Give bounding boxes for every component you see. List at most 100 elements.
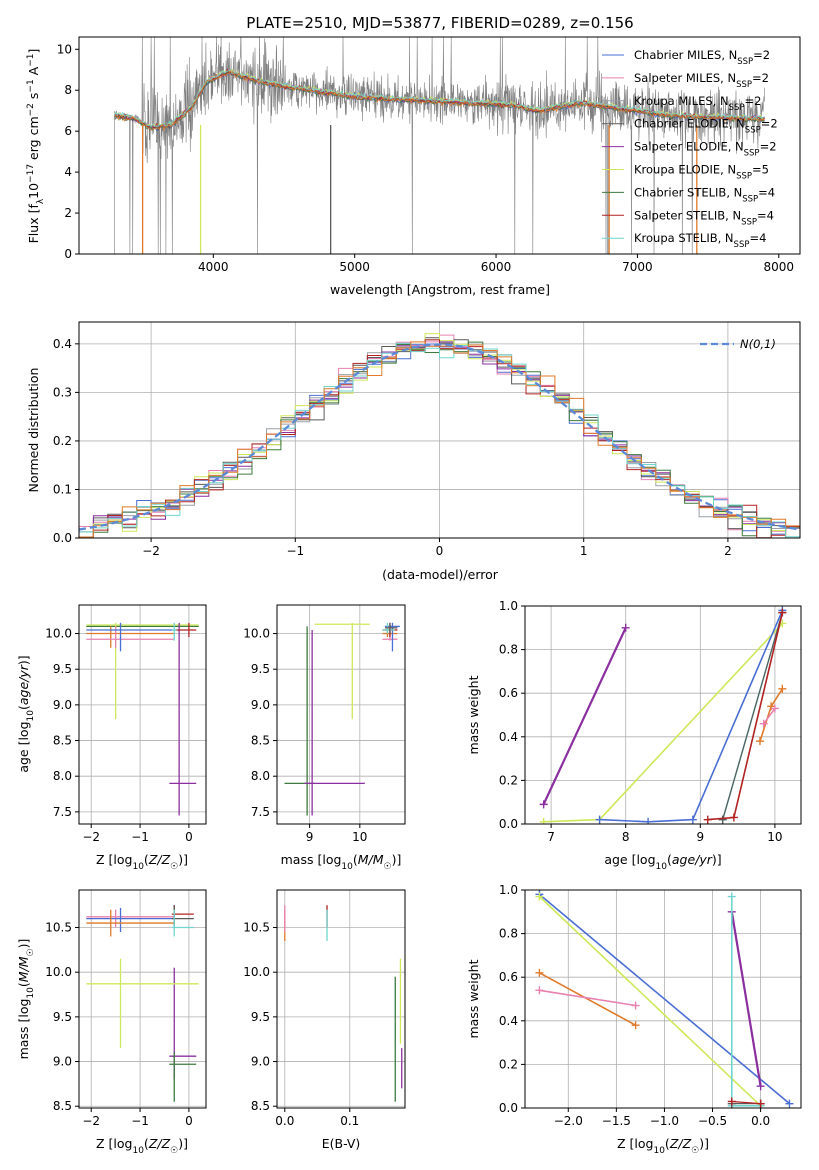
- x-tick-label: −2.0: [554, 1114, 583, 1128]
- x-tick-label: 0.1: [340, 1114, 359, 1128]
- x-tick-label: 1: [580, 544, 588, 558]
- weight-marker: [727, 1097, 736, 1106]
- x-tick-label: −0.5: [698, 1114, 727, 1128]
- weight-marker: [539, 817, 548, 824]
- y-tick-label: 10.0: [45, 627, 72, 641]
- y-tick-label: 10.0: [243, 627, 270, 641]
- plot-area: [86, 622, 199, 816]
- weight-Z-panel: −2.0 −1.5 −1.0 −0.5 0.0 0.0 0.2 0.4 0.6 0.8 1.0: [499, 883, 802, 1128]
- x-axis-label: E(B-V): [322, 1136, 361, 1151]
- x-tick-label: 9: [696, 830, 704, 844]
- axes-frame: [78, 889, 207, 1109]
- age-mass-panel: 9 10 7.5 8.0 8.5 9.0 9.5 10.0: [243, 604, 406, 844]
- axes-frame: [78, 36, 801, 255]
- y-tick-label: 9.0: [53, 698, 72, 712]
- weight-line: [731, 1100, 761, 1105]
- weight-age-panel: 7 8 9 10 0.0 0.2 0.4 0.6 0.8 1.0: [499, 599, 802, 844]
- x-tick-label: 4000: [198, 260, 229, 274]
- weight-line: [539, 989, 636, 1007]
- y-tick-label: 0.4: [499, 1014, 518, 1028]
- legend-label: Chabrier STELIB, NSSP=4: [634, 185, 775, 204]
- axes-frame: [78, 604, 207, 825]
- x-tick-label: −1: [286, 544, 304, 558]
- y-tick-label: 8.5: [251, 1099, 270, 1113]
- y-tick-label: 9.5: [251, 1010, 270, 1024]
- y-tick-label: 0.4: [499, 730, 518, 744]
- y-tick-label: 9.5: [53, 1010, 72, 1024]
- axes-frame: [276, 604, 406, 825]
- weight-marker: [718, 815, 727, 824]
- weight-marker: [756, 1099, 765, 1108]
- y-tick-label: 0.1: [53, 482, 72, 496]
- y-tick-label: 8.5: [53, 1099, 72, 1113]
- weight-marker: [770, 704, 779, 713]
- x-axis-label: mass [log10(M/M☉)]: [281, 852, 402, 872]
- legend-label: Chabrier ELODIE, NSSP=2: [634, 117, 778, 136]
- y-tick-label: 0: [64, 247, 72, 261]
- y-tick-label: 1.0: [499, 883, 518, 897]
- mass-EBV-panel: 0.0 0.1 8.5 9.0 9.5 10.0 10.5: [243, 889, 406, 1128]
- y-axis-label: mass weight: [466, 675, 481, 754]
- y-tick-label: 7.5: [251, 805, 270, 819]
- weight-marker: [785, 1099, 794, 1108]
- weight-marker: [703, 815, 712, 824]
- x-axis-label: Z [log10(Z/Z☉)]: [96, 1136, 188, 1156]
- weight-marker: [631, 1001, 640, 1010]
- y-axis-label: Flux [fλ10−17 erg cm−2 s−1 A−1]: [26, 49, 46, 244]
- y-tick-label: 2: [64, 206, 72, 220]
- axes-frame: [276, 889, 406, 1109]
- x-tick-label: 10: [767, 830, 782, 844]
- weight-marker: [631, 1021, 640, 1030]
- weight-marker: [595, 815, 604, 824]
- y-tick-label: 10: [57, 42, 72, 56]
- spectrum-panel: 4000 5000 6000 7000 8000 0 2 4 6 8 10: [57, 36, 801, 274]
- y-tick-label: 0.0: [499, 817, 518, 831]
- legend-label: Kroupa ELODIE, NSSP=5: [634, 163, 769, 182]
- residual-histogram: [79, 342, 800, 538]
- x-tick-label: 0.0: [275, 1114, 294, 1128]
- x-tick-label: −1: [131, 1114, 149, 1128]
- y-tick-label: 0.8: [499, 643, 518, 657]
- x-tick-label: 0: [185, 830, 193, 844]
- x-axis-label: (data-model)/error: [382, 567, 499, 582]
- y-tick-label: 9.5: [53, 662, 72, 676]
- plot-area: [79, 333, 800, 538]
- x-tick-label: 2: [724, 544, 732, 558]
- x-tick-label: 0: [436, 544, 444, 558]
- spectrum-legend: Chabrier MILES, NSSP=2 Salpeter MILES, NS…: [602, 48, 778, 250]
- y-tick-label: 10.5: [45, 921, 72, 935]
- y-tick-label: 9.0: [251, 698, 270, 712]
- plot-area: [284, 905, 403, 1102]
- spectrum-model-line: [113, 70, 765, 132]
- weight-marker: [778, 608, 787, 617]
- plot-area: [86, 905, 199, 1102]
- x-tick-label: 8000: [764, 260, 795, 274]
- weight-line: [539, 972, 636, 1026]
- weight-marker: [539, 800, 548, 809]
- weight-marker: [759, 719, 768, 728]
- weight-line: [763, 708, 776, 725]
- y-axis-label: Normed distribution: [26, 368, 41, 493]
- x-axis-label: Z [log10(Z/Z☉)]: [617, 1136, 709, 1156]
- legend-label: Salpeter MILES, NSSP=2: [634, 71, 769, 90]
- weight-line: [538, 895, 762, 1107]
- legend-label: Kroupa MILES, NSSP=2: [634, 94, 761, 113]
- y-axis-label: age [log10(age/yr)]: [16, 655, 36, 772]
- y-tick-label: 8.5: [251, 734, 270, 748]
- x-tick-label: 0.0: [751, 1114, 770, 1128]
- residual-histogram: [79, 341, 800, 538]
- weight-line: [722, 612, 783, 820]
- x-tick-label: −2: [82, 830, 100, 844]
- plot-area: [284, 622, 400, 816]
- weight-line: [730, 911, 762, 1087]
- legend-label: Kroupa STELIB, NSSP=4: [634, 231, 766, 250]
- y-tick-label: 6: [64, 124, 72, 138]
- y-tick-label: 7.5: [53, 805, 72, 819]
- figure-title: PLATE=2510, MJD=53877, FIBERID=0289, z=0…: [246, 14, 633, 32]
- weight-line: [542, 627, 627, 805]
- legend-label: Salpeter ELODIE, NSSP=2: [634, 140, 777, 159]
- y-tick-label: 8.5: [53, 734, 72, 748]
- y-tick-label: 4: [64, 165, 72, 179]
- x-tick-label: 7000: [622, 260, 653, 274]
